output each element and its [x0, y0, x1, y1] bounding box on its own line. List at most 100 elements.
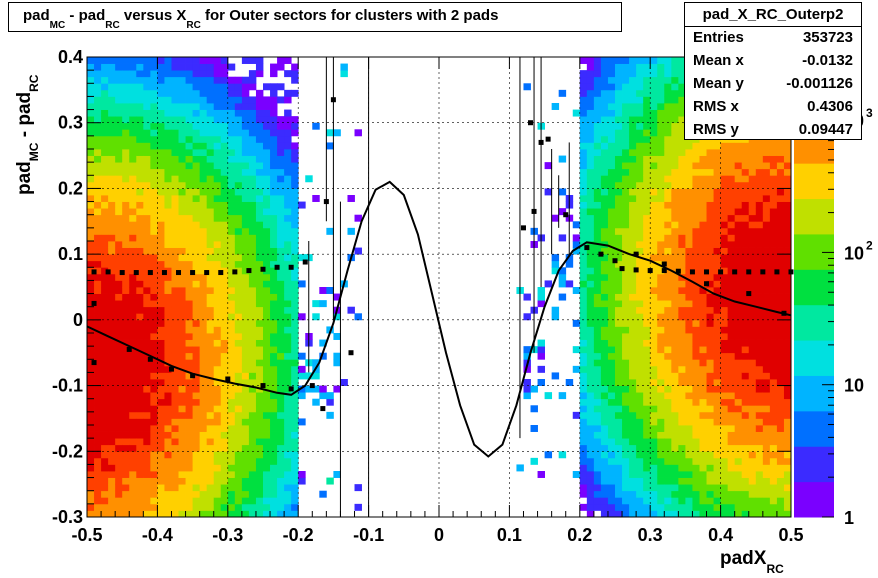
heatmap-cell	[136, 510, 144, 518]
heatmap-cell	[615, 129, 623, 137]
heatmap-cell	[115, 477, 123, 485]
heatmap-cell	[284, 116, 292, 124]
heatmap-cell	[713, 221, 721, 229]
heatmap-cell	[650, 372, 658, 380]
heatmap-cell	[586, 484, 595, 492]
heatmap-cell	[558, 392, 567, 400]
heatmap-cell	[157, 438, 165, 446]
heatmap-cell	[143, 70, 151, 78]
heatmap-cell	[108, 477, 116, 485]
heatmap-cell	[248, 214, 257, 222]
heatmap-cell	[706, 241, 714, 248]
heatmap-cell	[706, 181, 714, 189]
heatmap-cell	[544, 188, 553, 196]
heatmap-cell	[248, 326, 257, 334]
heatmap-cell	[586, 319, 595, 327]
heatmap-cell	[671, 155, 679, 163]
heatmap-cell	[558, 89, 567, 97]
heatmap-cell	[720, 405, 729, 413]
heatmap-cell	[171, 175, 179, 183]
heatmap-cell	[769, 503, 778, 511]
heatmap-cell	[727, 510, 736, 518]
heatmap-cell	[544, 451, 553, 459]
heatmap-cell	[122, 444, 130, 452]
heatmap-cell	[241, 438, 250, 446]
heatmap-cell	[178, 214, 186, 222]
heatmap-cell	[248, 457, 257, 465]
heatmap-cell	[234, 510, 243, 518]
heatmap-cell	[94, 76, 102, 84]
heatmap-cell	[685, 260, 693, 268]
heatmap-cell	[255, 254, 264, 262]
heatmap-cell	[108, 359, 116, 367]
heatmap-cell	[678, 405, 686, 413]
heatmap-cell	[650, 188, 658, 196]
heatmap-cell	[220, 201, 229, 209]
heatmap-cell	[270, 109, 278, 117]
heatmap-cell	[769, 346, 778, 354]
heatmap-cell	[685, 221, 693, 229]
heatmap-cell	[157, 149, 165, 156]
heatmap-cell	[129, 241, 137, 248]
heatmap-cell	[650, 57, 658, 64]
heatmap-cell	[643, 444, 651, 452]
heatmap-cell	[178, 464, 186, 472]
title-subscript: MC	[49, 20, 66, 31]
heatmap-cell	[636, 372, 644, 380]
heatmap-cell	[607, 287, 616, 294]
heatmap-cell	[234, 346, 243, 354]
color-scale-bar: 110102103	[794, 57, 873, 528]
heatmap-cell	[692, 339, 700, 347]
heatmap-cell	[115, 293, 123, 301]
heatmap-cell	[171, 431, 179, 439]
heatmap-cell	[629, 195, 637, 202]
heatmap-cell	[593, 346, 602, 354]
heatmap-cell	[122, 234, 130, 242]
heatmap-cell	[270, 234, 278, 242]
heatmap-cell	[255, 188, 264, 196]
heatmap-cell	[706, 201, 714, 209]
heatmap-cell	[192, 346, 201, 354]
heatmap-cell	[636, 227, 644, 235]
heatmap-cell	[164, 267, 172, 275]
heatmap-cell	[650, 234, 658, 242]
heatmap-cell	[136, 241, 144, 248]
heatmap-cell	[706, 306, 714, 314]
heatmap-cell	[558, 155, 567, 163]
heatmap-cell	[108, 293, 116, 301]
heatmap-cell	[157, 63, 165, 71]
heatmap-cell	[199, 116, 208, 124]
heatmap-cell	[298, 254, 306, 262]
heatmap-cell	[220, 89, 229, 97]
heatmap-cell	[213, 96, 222, 104]
heatmap-cell	[101, 89, 109, 97]
heatmap-cell	[579, 221, 588, 229]
heatmap-cell	[776, 333, 785, 340]
heatmap-cell	[727, 497, 736, 505]
heatmap-cell	[284, 188, 292, 196]
heatmap-cell	[213, 149, 222, 156]
heatmap-cell	[600, 162, 609, 170]
heatmap-cell	[206, 293, 215, 301]
heatmap-cell	[122, 57, 130, 64]
heatmap-cell	[586, 175, 595, 183]
heatmap-cell	[629, 313, 637, 321]
xlabel-subscript: RC	[766, 562, 784, 576]
heatmap-cell	[607, 372, 616, 380]
heatmap-cell	[101, 214, 109, 222]
heatmap-cell	[657, 431, 665, 439]
y-tick-label: 0.4	[58, 47, 83, 67]
heatmap-cell	[692, 477, 700, 485]
heatmap-cell	[664, 96, 672, 104]
heatmap-cell	[220, 385, 229, 393]
heatmap-cell	[579, 339, 588, 347]
heatmap-cell	[678, 293, 686, 301]
heatmap-cell	[206, 116, 215, 124]
heatmap-cell	[615, 293, 623, 301]
heatmap-cell	[699, 313, 707, 321]
heatmap-cell	[284, 221, 292, 229]
heatmap-cell	[558, 208, 567, 216]
heatmap-cell	[291, 379, 299, 386]
heatmap-cell	[657, 116, 665, 124]
heatmap-cell	[157, 503, 165, 511]
